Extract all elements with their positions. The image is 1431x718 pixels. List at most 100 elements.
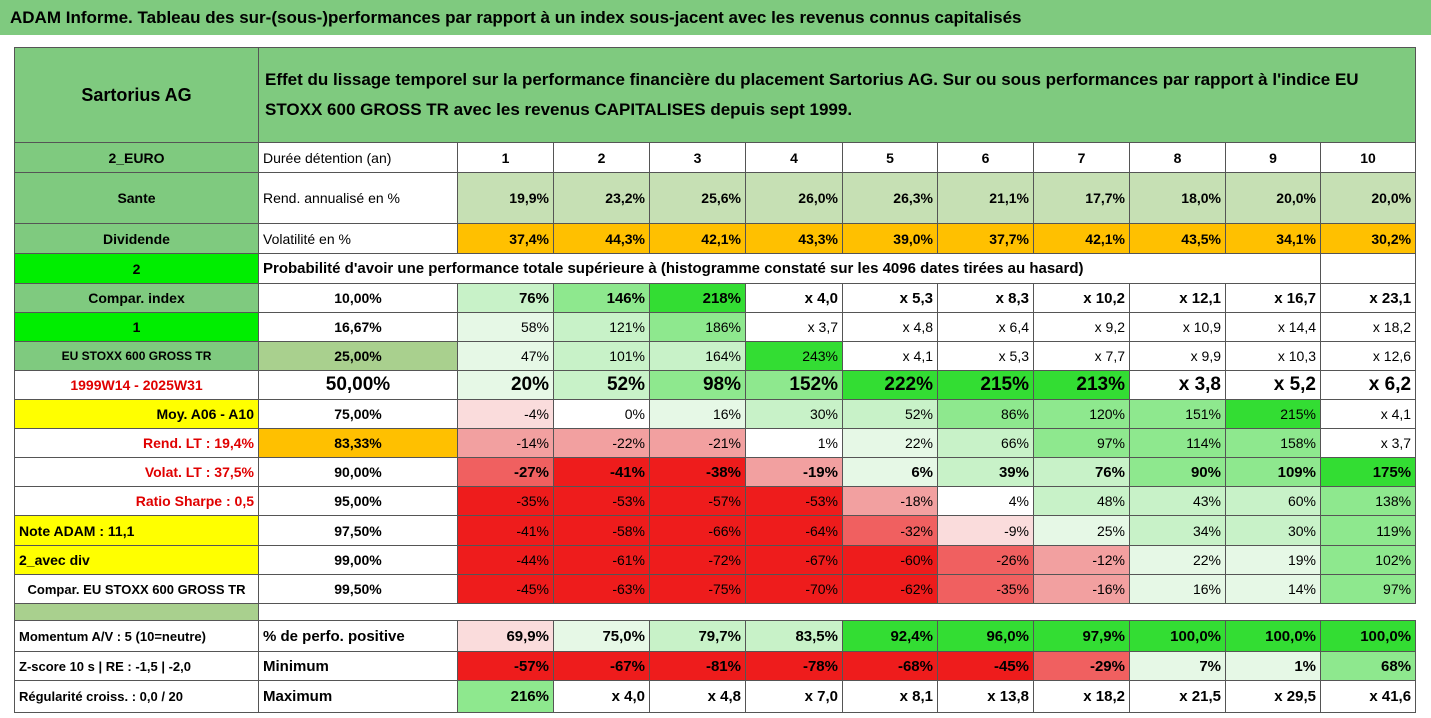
cell: 175% (1319, 457, 1417, 487)
cell: 60% (1225, 486, 1321, 516)
cell: -26% (937, 545, 1034, 575)
cell: 7% (1129, 651, 1226, 681)
cell: -16% (1033, 574, 1130, 604)
cell: 90% (1129, 457, 1226, 487)
cell: 92,4% (842, 620, 938, 652)
cell: x 13,8 (937, 680, 1034, 713)
row-key: Durée détention (an) (258, 142, 458, 173)
cell: -57% (457, 651, 554, 681)
cell: -64% (745, 515, 843, 546)
cell: 109% (1225, 457, 1321, 487)
spacer-row (14, 603, 1416, 621)
cell: -45% (937, 651, 1034, 681)
cell: -21% (649, 428, 746, 458)
row-label: EU STOXX 600 GROSS TR (14, 341, 259, 371)
table-row: Ratio Sharpe : 0,5 95,00% -35% -53% -57% -53%… (14, 486, 1417, 516)
row-label: Momentum A/V : 5 (10=neutre) (14, 620, 259, 652)
cell: 16% (649, 399, 746, 429)
spacer-cell (14, 603, 259, 621)
cell: 18,0% (1129, 172, 1226, 224)
cell: -61% (553, 545, 650, 575)
spacer-cell (258, 603, 1416, 621)
row-key: 50,00% (258, 370, 458, 400)
cell: 26,0% (745, 172, 843, 224)
cell: -18% (842, 486, 938, 516)
cell: x 10,2 (1033, 283, 1130, 313)
cell: 76% (1033, 457, 1130, 487)
cell: -53% (745, 486, 843, 516)
cell: x 10,9 (1129, 312, 1226, 342)
row-label: 1 (14, 312, 259, 342)
cell: -72% (649, 545, 746, 575)
row-key: 83,33% (258, 428, 458, 458)
cell: 58% (457, 312, 554, 342)
row-key: Minimum (258, 651, 458, 681)
cell: x 14,4 (1225, 312, 1321, 342)
cell: 121% (553, 312, 650, 342)
cell: 9 (1225, 142, 1321, 173)
cell: x 41,6 (1319, 680, 1417, 713)
cell: 48% (1033, 486, 1130, 516)
table-row: Compar. EU STOXX 600 GROSS TR 99,50% -45% -… (14, 574, 1417, 604)
cell: x 4,0 (745, 283, 843, 313)
cell: 39,0% (842, 223, 938, 254)
cell: -78% (745, 651, 843, 681)
cell: 158% (1225, 428, 1321, 458)
footer-row: Régularité croiss. : 0,0 / 20 Maximum 216%… (14, 680, 1417, 713)
company-name: Sartorius AG (14, 47, 259, 143)
cell: 186% (649, 312, 746, 342)
cell: 98% (649, 370, 746, 400)
cell: 25% (1033, 515, 1130, 546)
cell: 152% (745, 370, 843, 400)
cell: 6% (842, 457, 938, 487)
table-row: Volat. LT : 37,5% 90,00% -27% -41% -38% -19% 6… (14, 457, 1417, 487)
table-row: Moy. A06 - A10 75,00% -4% 0% 16% 30% 52% 86% 120… (14, 399, 1417, 429)
cell: -35% (457, 486, 554, 516)
row-label: Volat. LT : 37,5% (14, 457, 259, 487)
table-row: 2_avec div 99,00% -44% -61% -72% -67% -60% -26%… (14, 545, 1417, 575)
row-key: Probabilité d'avoir une performance tota… (258, 253, 1321, 284)
cell: x 4,8 (842, 312, 938, 342)
cell: 100,0% (1225, 620, 1321, 652)
cell: x 4,8 (649, 680, 746, 713)
cell: x 21,5 (1129, 680, 1226, 713)
cell: x 5,3 (842, 283, 938, 313)
row-label: Compar. EU STOXX 600 GROSS TR (14, 574, 259, 604)
cell: -81% (649, 651, 746, 681)
cell: x 18,2 (1033, 680, 1130, 713)
row-key: 10,00% (258, 283, 458, 313)
cell: 138% (1319, 486, 1417, 516)
row-key: 97,50% (258, 515, 458, 546)
cell: 42,1% (1033, 223, 1130, 254)
cell: 16% (1129, 574, 1226, 604)
cell: 1 (457, 142, 554, 173)
cell: 68% (1319, 651, 1417, 681)
cell: -29% (1033, 651, 1130, 681)
cell: 22% (1129, 545, 1226, 575)
row-key: 95,00% (258, 486, 458, 516)
cell: x 7,7 (1033, 341, 1130, 371)
cell: 164% (649, 341, 746, 371)
table-row: Compar. index 10,00% 76% 146% 218% x 4,0 x 5,3… (14, 283, 1417, 313)
cell: -22% (553, 428, 650, 458)
cell: 3 (649, 142, 746, 173)
cell: 151% (1129, 399, 1226, 429)
table-row: EU STOXX 600 GROSS TR 25,00% 47% 101% 164% 24… (14, 341, 1417, 371)
row-key: 99,00% (258, 545, 458, 575)
cell: x 7,0 (745, 680, 843, 713)
cell: x 29,5 (1225, 680, 1321, 713)
cell: x 4,1 (1319, 399, 1417, 429)
row-label: 1999W14 - 2025W31 (14, 370, 259, 400)
cell: 215% (1225, 399, 1321, 429)
cell: 19% (1225, 545, 1321, 575)
row-key: Rend. annualisé en % (258, 172, 458, 224)
row-label: Compar. index (14, 283, 259, 313)
header-row: Sartorius AG Effet du lissage temporel su… (14, 47, 1417, 143)
cell: 39% (937, 457, 1034, 487)
cell: 30% (1225, 515, 1321, 546)
row-label: Régularité croiss. : 0,0 / 20 (14, 680, 259, 713)
cell: 6 (937, 142, 1034, 173)
cell: 26,3% (842, 172, 938, 224)
cell: x 9,9 (1129, 341, 1226, 371)
